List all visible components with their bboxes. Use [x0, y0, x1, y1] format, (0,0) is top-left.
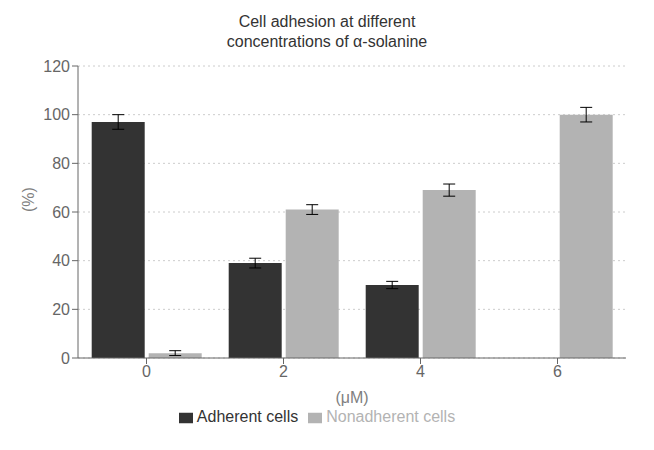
svg-text:40: 40: [52, 252, 70, 269]
svg-text:(%): (%): [20, 187, 37, 212]
html-text:Adherent cells: Adherent cells: [196, 408, 299, 425]
svg-text:4: 4: [416, 363, 425, 380]
html-text:concentrations of α-solanine: concentrations of α-solanine: [226, 33, 428, 50]
svg-text:100: 100: [43, 106, 70, 123]
html-text:Cell adhesion at different: Cell adhesion at different: [238, 13, 416, 30]
svg-text:0: 0: [142, 363, 151, 380]
svg-text:(μM): (μM): [335, 389, 368, 406]
svg-text:0: 0: [61, 350, 70, 367]
svg-text:20: 20: [52, 301, 70, 318]
svg-text:2: 2: [279, 363, 288, 380]
svg-text:60: 60: [52, 204, 70, 221]
svg-text:80: 80: [52, 155, 70, 172]
svg-text:120: 120: [43, 58, 70, 75]
html-text:Nonadherent cells: Nonadherent cells: [326, 408, 456, 425]
svg-text:6: 6: [553, 363, 562, 380]
